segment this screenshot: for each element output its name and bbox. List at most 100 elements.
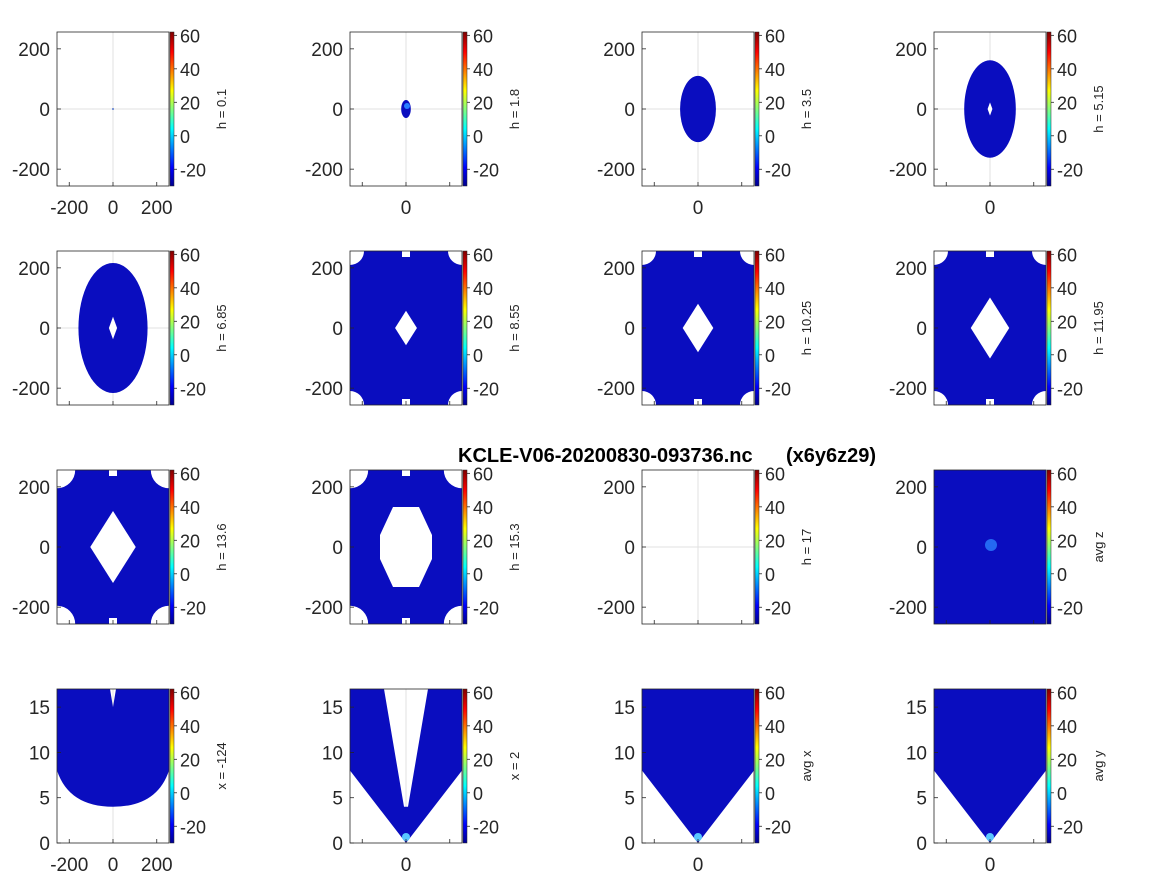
edge-gap (448, 251, 462, 265)
y-tick-label: -200 (889, 379, 927, 400)
colorbar (754, 469, 760, 625)
colorbar-tick-label: 60 (473, 683, 493, 703)
edge-gap (443, 470, 462, 489)
y-tick-label: 0 (39, 538, 50, 559)
y-tick-label: 5 (624, 789, 635, 810)
colorbar-tick-label: -20 (1057, 379, 1083, 399)
colorbar-tick-label: 60 (180, 26, 200, 46)
edge-gap (448, 391, 462, 405)
y-tick-label: 15 (614, 698, 635, 719)
edge-gap (350, 251, 364, 265)
x-tick-label: 0 (985, 198, 996, 219)
data-layer (350, 32, 462, 186)
colorbar-tick-label: 40 (765, 498, 785, 518)
y-tick-label: 15 (29, 698, 50, 719)
data-layer (350, 470, 462, 624)
subplot-label: h = 17 (799, 529, 814, 566)
x-tick-label: 0 (108, 198, 119, 219)
colorbar-tick-label: 40 (765, 717, 785, 737)
y-tick-label: 0 (39, 834, 50, 855)
colorbar-tick-label: 0 (765, 784, 775, 804)
subplot-label: x = -124 (214, 742, 229, 789)
colorbar-tick-label: 20 (180, 312, 200, 332)
colorbar-tick-label: 60 (180, 683, 200, 703)
hole (108, 316, 118, 340)
subplot-label: h = 11.95 (1091, 301, 1106, 355)
colorbar-tick-label: 20 (1057, 531, 1077, 551)
y-tick-label: 0 (39, 319, 50, 340)
y-tick-label: 200 (18, 40, 50, 61)
colorbar-tick-label: 0 (765, 565, 775, 585)
subplot-label: h = 10.25 (799, 301, 814, 356)
y-tick-label: 200 (603, 478, 635, 499)
data-layer (57, 470, 169, 624)
colorbar-tick-label: -20 (765, 379, 791, 399)
y-tick-label: -200 (305, 160, 343, 181)
colorbar-tick-label: -20 (1057, 817, 1083, 837)
y-tick-label: 0 (332, 319, 343, 340)
colorbar-tick-label: 40 (1057, 279, 1077, 299)
colorbar-tick-label: -20 (765, 598, 791, 618)
x-tick-label: -200 (50, 198, 88, 219)
y-tick-label: -200 (889, 598, 927, 619)
data-layer (642, 470, 754, 624)
subplot-label: h = 15.3 (507, 523, 522, 570)
colorbar-tick-label: 20 (765, 312, 785, 332)
x-tick-label: 200 (141, 198, 173, 219)
colorbar (462, 688, 468, 844)
colorbar-tick-label: 20 (1057, 93, 1077, 113)
colorbar-tick-label: 0 (180, 784, 190, 804)
y-tick-label: 0 (916, 538, 927, 559)
colorbar-tick-label: 60 (765, 683, 785, 703)
x-tick-label: 0 (693, 198, 704, 219)
edge-gap (642, 251, 656, 265)
colorbar-tick-label: 60 (765, 464, 785, 484)
y-tick-label: 5 (332, 789, 343, 810)
edge-gap (986, 251, 994, 257)
x-tick-label: 200 (141, 855, 173, 875)
colorbar-tick-label: 60 (765, 245, 785, 265)
edge-gap (350, 605, 369, 624)
subplot-label: x = 2 (507, 752, 522, 781)
colorbar-tick-label: 40 (1057, 717, 1077, 737)
colorbar-tick-label: 40 (1057, 60, 1077, 80)
colorbar-tick-label: 0 (180, 127, 190, 147)
y-tick-label: -200 (597, 598, 635, 619)
colorbar-tick-label: -20 (473, 598, 499, 618)
colorbar-tick-label: 20 (180, 750, 200, 770)
x-tick-label: 0 (985, 855, 996, 875)
colorbar (169, 250, 175, 406)
colorbar-tick-label: -20 (1057, 160, 1083, 180)
y-tick-label: 0 (332, 834, 343, 855)
colorbar-tick-label: 0 (765, 346, 775, 366)
y-tick-label: 0 (916, 319, 927, 340)
colorbar-tick-label: 0 (473, 346, 483, 366)
y-tick-label: 200 (18, 259, 50, 280)
colorbar-tick-label: 20 (1057, 312, 1077, 332)
colorbar-tick-label: 60 (180, 464, 200, 484)
y-tick-label: 0 (916, 834, 927, 855)
colorbar (462, 250, 468, 406)
data-layer (934, 32, 1046, 186)
colorbar (754, 31, 760, 187)
edge-gap (57, 470, 76, 489)
colorbar (1046, 31, 1052, 187)
colorbar-tick-label: 20 (180, 93, 200, 113)
echo-core (985, 539, 997, 551)
subplot-label: h = 3.5 (799, 89, 814, 129)
colorbar (169, 31, 175, 187)
colorbar-tick-label: 40 (473, 498, 493, 518)
colorbar-tick-label: -20 (765, 817, 791, 837)
hole (970, 297, 1010, 359)
figure-title: KCLE-V06-20200830-093736.nc (x6y6z29) (458, 445, 876, 467)
colorbar-tick-label: -20 (180, 598, 206, 618)
echo-core (112, 108, 114, 110)
